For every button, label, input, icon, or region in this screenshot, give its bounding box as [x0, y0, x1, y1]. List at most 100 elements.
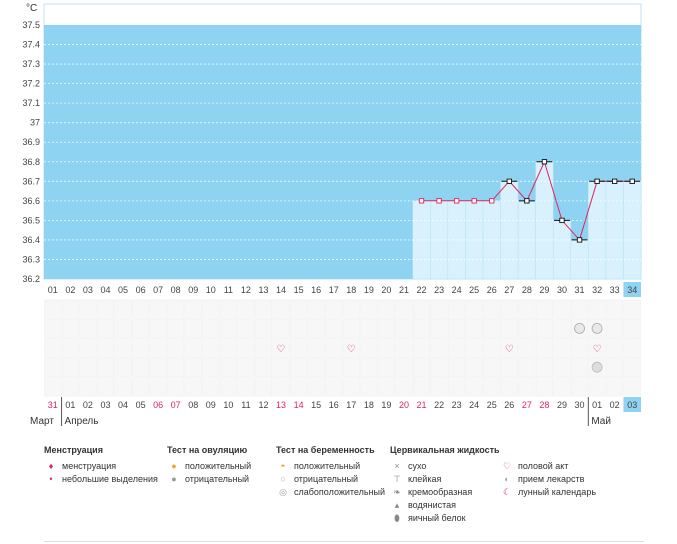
symbol-cell[interactable]: [167, 357, 185, 377]
symbol-cell[interactable]: [430, 357, 448, 377]
symbol-cell[interactable]: [79, 338, 97, 358]
symbol-cell[interactable]: [571, 338, 589, 358]
symbol-cell[interactable]: [623, 357, 641, 377]
symbol-cell[interactable]: [395, 299, 413, 319]
symbol-cell[interactable]: [290, 338, 308, 358]
symbol-cell[interactable]: [535, 377, 553, 397]
symbol-cell[interactable]: [483, 377, 501, 397]
symbol-cell[interactable]: [184, 357, 202, 377]
symbol-cell[interactable]: [623, 338, 641, 358]
symbol-cell[interactable]: [360, 299, 378, 319]
symbol-cell[interactable]: [167, 319, 185, 339]
symbol-cell[interactable]: [219, 357, 237, 377]
symbol-cell[interactable]: [377, 338, 395, 358]
symbol-cell[interactable]: [307, 299, 325, 319]
symbol-cell[interactable]: [623, 377, 641, 397]
symbol-cell[interactable]: [588, 299, 606, 319]
symbol-cell[interactable]: [61, 357, 79, 377]
symbol-cell[interactable]: [132, 319, 150, 339]
symbol-cell[interactable]: [325, 319, 343, 339]
symbol-cell[interactable]: [61, 299, 79, 319]
symbol-cell[interactable]: [44, 319, 62, 339]
symbol-cell[interactable]: [202, 299, 220, 319]
symbol-cell[interactable]: [61, 377, 79, 397]
symbol-cell[interactable]: [184, 377, 202, 397]
symbol-cell[interactable]: [395, 319, 413, 339]
symbol-cell[interactable]: [500, 357, 518, 377]
symbol-cell[interactable]: [412, 377, 431, 397]
symbol-cell[interactable]: [377, 377, 395, 397]
symbol-cell[interactable]: [202, 338, 220, 358]
symbol-cell[interactable]: [44, 338, 62, 358]
symbol-cell[interactable]: [202, 357, 220, 377]
symbol-cell[interactable]: [290, 299, 308, 319]
symbol-cell[interactable]: [412, 299, 431, 319]
symbol-cell[interactable]: [448, 357, 466, 377]
symbol-cell[interactable]: [342, 299, 360, 319]
symbol-cell[interactable]: [96, 299, 114, 319]
temperature-point[interactable]: [436, 198, 442, 204]
symbol-cell[interactable]: [448, 377, 466, 397]
symbol-cell[interactable]: [465, 338, 483, 358]
symbol-cell[interactable]: [623, 299, 641, 319]
symbol-cell[interactable]: [377, 319, 395, 339]
symbol-cell[interactable]: [553, 377, 571, 397]
symbol-cell[interactable]: [377, 357, 395, 377]
symbol-cell[interactable]: [553, 319, 571, 339]
symbol-cell[interactable]: [184, 299, 202, 319]
symbol-cell[interactable]: [342, 338, 360, 358]
symbol-cell[interactable]: [606, 299, 624, 319]
symbol-cell[interactable]: [535, 299, 553, 319]
symbol-cell[interactable]: [430, 299, 448, 319]
temperature-point[interactable]: [418, 198, 425, 204]
symbol-cell[interactable]: [167, 299, 185, 319]
symbol-cell[interactable]: [518, 319, 536, 339]
symbol-cell[interactable]: [307, 338, 325, 358]
symbol-cell[interactable]: [44, 299, 62, 319]
symbol-cell[interactable]: [290, 357, 308, 377]
symbol-cell[interactable]: [535, 357, 553, 377]
symbol-cell[interactable]: [237, 357, 255, 377]
symbol-cell[interactable]: [149, 377, 167, 397]
symbol-cell[interactable]: [483, 299, 501, 319]
symbol-cell[interactable]: [114, 377, 132, 397]
symbol-cell[interactable]: [448, 299, 466, 319]
temperature-point[interactable]: [489, 198, 495, 204]
symbol-cell[interactable]: [96, 357, 114, 377]
symbol-cell[interactable]: [500, 319, 518, 339]
symbol-cell[interactable]: [149, 299, 167, 319]
symbol-cell[interactable]: [430, 338, 448, 358]
symbol-cell[interactable]: [395, 377, 413, 397]
symbol-cell[interactable]: [588, 377, 606, 397]
symbol-cell[interactable]: [342, 377, 360, 397]
symbol-cell[interactable]: [307, 357, 325, 377]
symbol-cell[interactable]: [96, 338, 114, 358]
symbol-cell[interactable]: [44, 377, 62, 397]
symbol-cell[interactable]: [535, 338, 553, 358]
symbol-cell[interactable]: [360, 338, 378, 358]
symbol-cell[interactable]: [219, 319, 237, 339]
symbol-cell[interactable]: [96, 377, 114, 397]
symbol-cell[interactable]: [448, 319, 466, 339]
symbol-cell[interactable]: [553, 338, 571, 358]
symbol-cell[interactable]: [114, 299, 132, 319]
symbol-cell[interactable]: [254, 299, 273, 319]
symbol-cell[interactable]: [237, 299, 255, 319]
symbol-cell[interactable]: [448, 338, 466, 358]
symbol-cell[interactable]: [307, 319, 325, 339]
symbol-cell[interactable]: [465, 377, 483, 397]
symbol-cell[interactable]: [290, 319, 308, 339]
symbol-cell[interactable]: [395, 357, 413, 377]
temperature-point[interactable]: [629, 178, 635, 184]
symbol-cell[interactable]: [307, 377, 325, 397]
symbol-cell[interactable]: [219, 338, 237, 358]
symbol-cell[interactable]: [571, 357, 589, 377]
symbol-cell[interactable]: [500, 338, 518, 358]
symbol-cell[interactable]: [606, 319, 624, 339]
symbol-cell[interactable]: [553, 357, 571, 377]
symbol-cell[interactable]: [79, 357, 97, 377]
symbol-cell[interactable]: [500, 299, 518, 319]
symbol-cell[interactable]: [518, 377, 536, 397]
symbol-cell[interactable]: [377, 299, 395, 319]
symbol-cell[interactable]: [237, 319, 255, 339]
